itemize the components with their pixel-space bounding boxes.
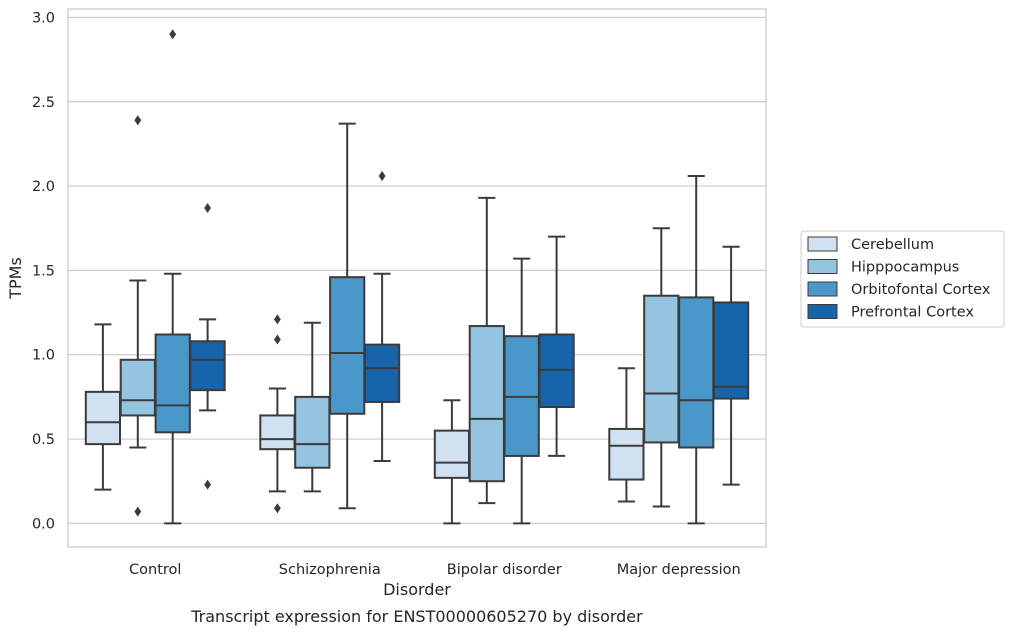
outlier-point [274, 503, 281, 514]
box-group [712, 245, 750, 486]
y-axis-ticks: 0.0 0.5 1.0 1.5 2.0 2.5 3.0 [32, 10, 55, 532]
box [259, 414, 296, 451]
legend-swatch [807, 304, 838, 319]
boxes [84, 29, 750, 525]
legend-swatch [807, 281, 838, 297]
y-tick-label: 1.5 [32, 263, 55, 279]
outlier-point [378, 170, 386, 181]
legend-frame [800, 230, 1005, 328]
plot-area [68, 9, 766, 547]
legend-swatch [807, 259, 838, 274]
chart-caption: Transcript expression for ENST0000060527… [190, 607, 643, 626]
box [154, 333, 191, 434]
box [363, 343, 401, 403]
outlier-point [204, 203, 211, 214]
legend-entry-label: Cerebellum [851, 237, 934, 253]
x-axis-label: Disorder [383, 580, 451, 599]
box-group [538, 235, 575, 457]
box-group [189, 203, 226, 490]
y-axis-label: TPMs [6, 257, 25, 300]
x-tick-label: Bipolar disorder [447, 562, 562, 578]
legend-entry-label: Hipppocampus [851, 260, 959, 276]
outlier-point [274, 334, 281, 345]
outlier-point [274, 314, 281, 325]
y-tick-label: 3.0 [32, 10, 55, 26]
box [678, 296, 715, 449]
box [329, 276, 366, 415]
box-group [259, 314, 296, 514]
box-group [468, 196, 505, 505]
x-tick-label: Control [129, 562, 181, 578]
box-group [84, 323, 122, 491]
y-tick-label: 1.0 [32, 348, 55, 364]
y-tick-label: 2.0 [32, 179, 55, 195]
y-tick-label: 0.5 [32, 432, 55, 448]
box [294, 395, 331, 469]
box [119, 358, 156, 417]
box-group [294, 321, 331, 493]
box-group [363, 170, 401, 462]
box [189, 340, 226, 392]
legend-entry-label: Prefrontal Cortex [851, 305, 974, 321]
box-group [643, 227, 680, 508]
box [643, 294, 680, 444]
y-tick-label: 2.5 [32, 95, 55, 111]
plot-frame [67, 8, 767, 548]
box [468, 325, 505, 483]
box [712, 301, 750, 400]
box-group [503, 257, 540, 525]
outlier-point [134, 115, 142, 126]
y-tick-label: 0.0 [32, 516, 55, 532]
box [608, 427, 645, 481]
box [84, 390, 122, 446]
x-axis-ticks: Control Schizophrenia Bipolar disorder Majo… [129, 562, 741, 578]
box-group [154, 29, 191, 525]
legend: Cerebellum Hipppocampus Orbitofontal Corte… [800, 230, 1005, 328]
legend-entry-label: Orbitofontal Cortex [851, 282, 991, 298]
box [433, 429, 471, 479]
box-group [608, 367, 645, 503]
outlier-point [134, 506, 142, 517]
outlier-point [204, 479, 211, 490]
legend-swatch [807, 236, 838, 252]
box-group [678, 174, 715, 525]
x-tick-label: Schizophrenia [279, 562, 381, 578]
box-group [119, 115, 156, 517]
x-tick-label: Major depression [617, 562, 741, 578]
outlier-point [169, 29, 177, 40]
